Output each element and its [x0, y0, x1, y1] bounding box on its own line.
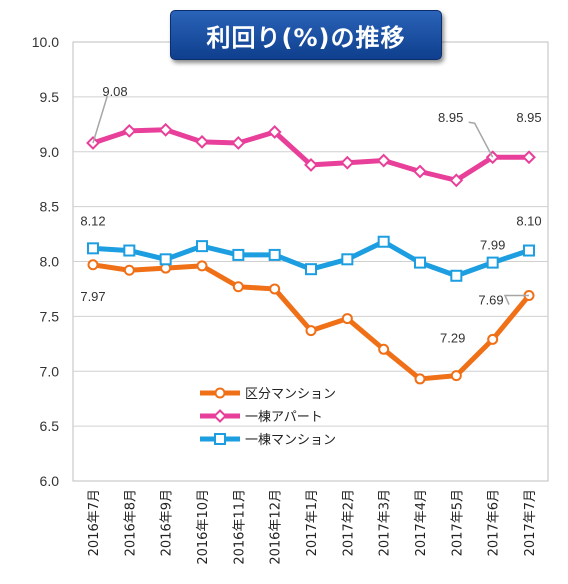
series-line — [92, 127, 529, 183]
x-tick-label: 2017年3月 — [378, 489, 393, 556]
data-point — [414, 256, 426, 269]
axis-layer: 6.0 6.5 7.0 7.5 8.0 8.5 9.0 9.5 10.0 2016年7月 2016年… — [32, 34, 538, 565]
x-tick-label: 2017年7月 — [523, 489, 538, 556]
data-point — [487, 333, 499, 345]
legend-marker — [213, 409, 227, 423]
y-tick-label: 6.5 — [40, 418, 60, 434]
y-tick-label: 7.5 — [40, 308, 60, 324]
data-point — [341, 253, 354, 266]
data-point — [231, 136, 246, 150]
data-label: 7.29 — [440, 330, 465, 345]
data-label: 8.12 — [80, 213, 105, 228]
x-tick-label: 2017年2月 — [341, 489, 356, 556]
data-point — [159, 253, 172, 266]
x-tick-label: 2016年12月 — [269, 489, 284, 565]
data-point — [522, 150, 536, 165]
data-point — [486, 256, 499, 269]
series-2 — [87, 235, 535, 282]
series-0 — [87, 259, 535, 385]
data-point — [158, 122, 173, 137]
label-leader-line — [468, 121, 494, 158]
y-tick-label: 6.0 — [40, 473, 60, 489]
data-label: 9.08 — [102, 84, 127, 99]
data-point — [232, 281, 244, 293]
x-tick-label: 2017年6月 — [487, 489, 502, 556]
data-point — [195, 134, 209, 149]
x-tick-label: 2016年8月 — [123, 489, 138, 556]
data-point — [413, 164, 427, 179]
data-point — [377, 235, 390, 248]
data-label-layer: 9.08 8.95 8.95 8.12 7.99 8.10 7.97 7.29 7.69 — [80, 84, 541, 345]
data-point — [122, 123, 137, 138]
data-point — [414, 373, 426, 385]
data-point — [123, 244, 136, 257]
data-label: 7.99 — [480, 238, 505, 253]
data-label: 8.95 — [516, 110, 541, 125]
series-line — [92, 262, 531, 382]
legend-label: 一棟アパート — [245, 410, 323, 425]
y-tick-label: 10.0 — [32, 34, 59, 50]
x-tick-label: 2017年1月 — [305, 489, 320, 556]
data-point — [196, 240, 208, 253]
data-point — [87, 259, 99, 271]
data-label: 7.97 — [80, 289, 105, 304]
data-point — [340, 155, 355, 170]
data-label: 7.69 — [478, 293, 503, 308]
data-point — [304, 158, 318, 172]
legend-item: 一棟マンション — [200, 433, 336, 448]
x-tick-label: 2016年10月 — [196, 489, 211, 565]
data-label: 8.10 — [516, 214, 541, 229]
data-point — [232, 248, 245, 261]
y-tick-label: 9.5 — [40, 89, 60, 105]
data-point — [449, 173, 464, 188]
legend-label: 区分マンション — [245, 387, 336, 402]
data-point — [269, 283, 281, 295]
legend-marker — [214, 387, 226, 399]
y-tick-label: 7.0 — [40, 363, 60, 379]
data-point — [196, 260, 208, 272]
data-point — [123, 264, 135, 276]
data-point — [267, 125, 282, 139]
data-point — [450, 370, 462, 382]
x-tick-label: 2016年11月 — [232, 489, 247, 565]
label-leader-line — [503, 294, 529, 305]
series-1 — [86, 122, 536, 188]
data-point — [523, 244, 535, 257]
data-point — [268, 248, 281, 261]
data-point — [305, 325, 317, 337]
data-point — [341, 313, 353, 325]
series-layer — [86, 122, 536, 385]
legend-label: 一棟マンション — [245, 433, 336, 448]
chart-title: 利回り(%)の推移 — [206, 23, 406, 52]
legend-marker — [214, 433, 226, 445]
x-tick-label: 2016年9月 — [160, 489, 175, 556]
data-point — [305, 263, 317, 276]
y-tick-label: 8.5 — [40, 199, 60, 215]
x-tick-label: 2017年4月 — [414, 489, 429, 556]
y-tick-label: 8.0 — [40, 254, 60, 270]
label-leader-line — [92, 95, 108, 144]
data-point — [87, 242, 99, 255]
legend-item: 区分マンション — [200, 387, 336, 402]
y-tick-label: 9.0 — [40, 144, 60, 160]
legend-item: 一棟アパート — [200, 409, 323, 425]
chart-title-box: 利回り(%)の推移 — [170, 10, 442, 60]
data-point — [450, 269, 463, 282]
x-tick-label: 2017年5月 — [450, 489, 465, 556]
data-label: 8.95 — [438, 110, 463, 125]
data-point — [378, 343, 390, 355]
x-tick-label: 2016年7月 — [87, 489, 102, 556]
data-point — [376, 153, 391, 168]
